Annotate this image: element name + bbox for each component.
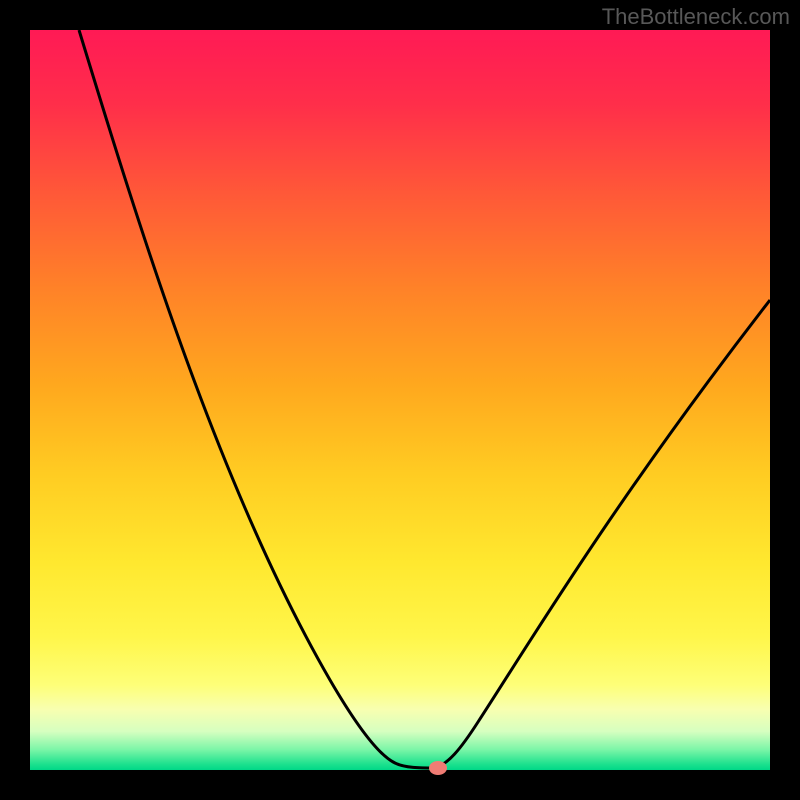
optimum-marker (429, 761, 447, 775)
chart-container: TheBottleneck.com (0, 0, 800, 800)
bottleneck-chart (0, 0, 800, 800)
chart-gradient-background (30, 30, 770, 770)
watermark-text: TheBottleneck.com (602, 4, 790, 30)
